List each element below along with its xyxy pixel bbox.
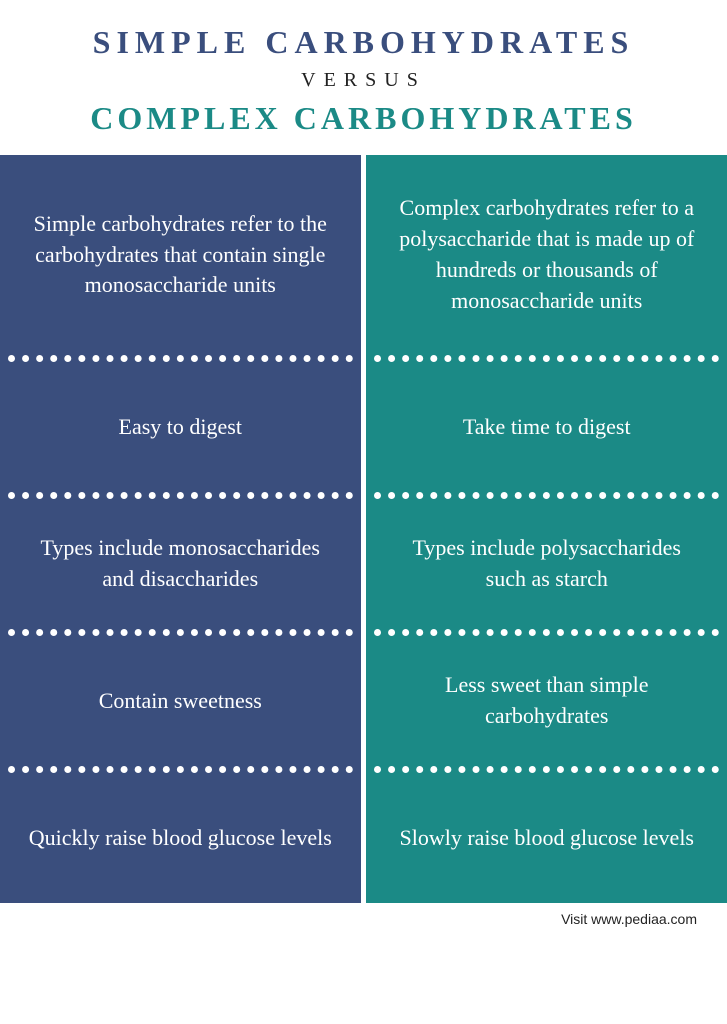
divider: [8, 492, 353, 499]
cell-complex-sweet: Less sweet than simple carbohydrates: [366, 636, 727, 766]
cell-simple-sweet: Contain sweetness: [0, 636, 361, 766]
column-complex: Complex carbohydrates refer to a polysac…: [366, 155, 727, 903]
title-simple: SIMPLE CARBOHYDRATES: [20, 24, 707, 61]
divider: [8, 355, 353, 362]
divider: [374, 492, 719, 499]
cell-simple-types: Types include monosaccharides and disacc…: [0, 499, 361, 629]
cell-complex-definition: Complex carbohydrates refer to a polysac…: [366, 155, 727, 355]
footer-credit: Visit www.pediaa.com: [0, 903, 727, 941]
header: SIMPLE CARBOHYDRATES VERSUS COMPLEX CARB…: [0, 0, 727, 155]
infographic-container: SIMPLE CARBOHYDRATES VERSUS COMPLEX CARB…: [0, 0, 727, 941]
divider: [8, 766, 353, 773]
divider: [374, 355, 719, 362]
column-simple: Simple carbohydrates refer to the carboh…: [0, 155, 361, 903]
divider: [374, 629, 719, 636]
versus-label: VERSUS: [20, 69, 707, 92]
cell-complex-types: Types include polysaccharides such as st…: [366, 499, 727, 629]
cell-simple-definition: Simple carbohydrates refer to the carboh…: [0, 155, 361, 355]
comparison-grid: Simple carbohydrates refer to the carboh…: [0, 155, 727, 903]
cell-complex-glucose: Slowly raise blood glucose levels: [366, 773, 727, 903]
cell-simple-glucose: Quickly raise blood glucose levels: [0, 773, 361, 903]
cell-complex-digest: Take time to digest: [366, 362, 727, 492]
divider: [374, 766, 719, 773]
cell-simple-digest: Easy to digest: [0, 362, 361, 492]
divider: [8, 629, 353, 636]
title-complex: COMPLEX CARBOHYDRATES: [20, 100, 707, 137]
